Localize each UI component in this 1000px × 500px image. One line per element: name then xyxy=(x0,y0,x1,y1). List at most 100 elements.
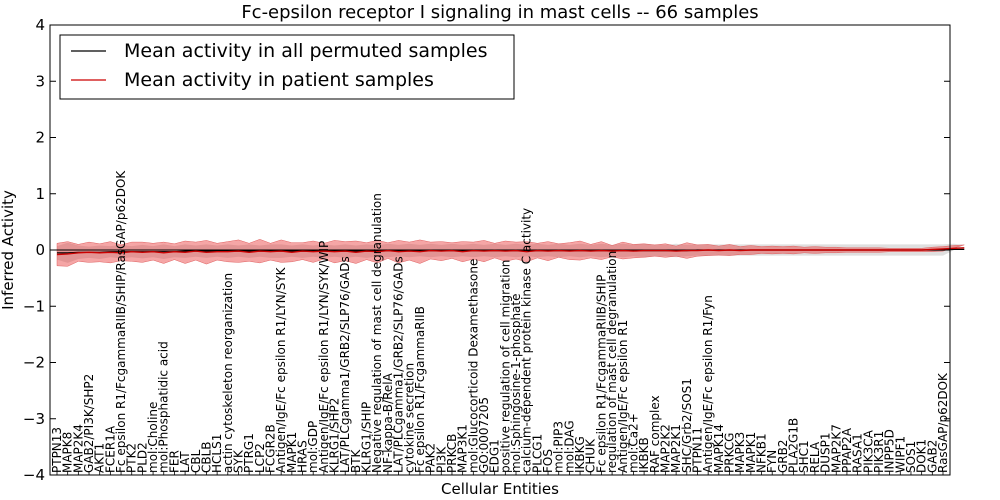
y-axis-label: Inferred Activity xyxy=(0,190,17,310)
legend-box xyxy=(59,34,515,100)
x-tick-label: WIPF1 xyxy=(893,436,907,473)
patient-mean-line xyxy=(56,247,965,256)
x-tick-label: mol:Phosphatidic acid xyxy=(157,341,171,473)
x-tick-label: PRKCB xyxy=(445,434,459,473)
series-lines xyxy=(56,247,965,256)
x-tick-label: positive regulation of cell migration xyxy=(498,260,512,473)
x-tick-label: HRAS xyxy=(296,440,310,473)
x-tick-label: mol:PIP3 xyxy=(552,421,566,473)
x-tick-label: GAB2 xyxy=(925,440,939,473)
x-tick-label: PI3K xyxy=(434,446,448,473)
x-tick-label: PTK2 xyxy=(125,443,139,473)
y-tick-label: 2 xyxy=(35,129,45,147)
x-tick-label: CBL xyxy=(189,449,203,473)
x-tick-label: Fc epsilon R1/FcgammaRIIB/SHIP xyxy=(594,275,608,473)
x-tick-label: MAPK8 xyxy=(61,432,75,473)
x-axis-label: Cellular Entities xyxy=(441,480,559,498)
x-tick-label: PIK3R1 xyxy=(872,431,886,473)
x-tick-label: actin cytoskeleton reorganization xyxy=(221,273,235,473)
permuted-confidence-band xyxy=(57,242,965,263)
x-tick-label: mol:GDP xyxy=(306,421,320,473)
x-tick-label: RASA1 xyxy=(851,433,865,473)
x-tick-label: mol:Sphingosine-1-phosphate xyxy=(509,294,523,474)
x-tick-label: PTPN13 xyxy=(50,427,64,473)
x-tick-label: CHUK xyxy=(584,438,598,473)
x-tick-label: SYK xyxy=(232,449,246,473)
x-tick-label: GAB2/PI3K/SHP2 xyxy=(82,374,96,473)
x-tick-label: LAT/PLCgamma1/GRB2/SLP76/GADs xyxy=(392,256,406,473)
x-tick-label: LCP2 xyxy=(253,443,267,473)
x-tick-label: FCER1A xyxy=(103,425,117,473)
x-tick-label: NF-kappa-B/RelA xyxy=(381,372,395,473)
y-tick-label: −1 xyxy=(23,297,45,315)
x-tick-label: MAPK1 xyxy=(744,432,758,473)
x-tick-label: RELA xyxy=(808,441,822,473)
x-tick-label: MAP2K2 xyxy=(659,424,673,473)
x-tick-label: LAT xyxy=(178,451,192,473)
x-tick-label: SHC/Grb2/SOS1 xyxy=(680,378,694,473)
y-tick-label: −2 xyxy=(23,354,45,372)
x-tick-label: PLCG1 xyxy=(530,434,544,473)
x-tick-label: KLRG1/SHIP xyxy=(360,402,374,473)
x-tick-label: NFKB1 xyxy=(755,433,769,473)
x-tick-label: PTPN11 xyxy=(691,427,705,473)
x-tick-label: FER xyxy=(167,450,181,473)
x-tick-label: Antigen/IgE/Fc epsilon R1/Fyn xyxy=(701,295,715,473)
x-tick-label: FOS xyxy=(541,449,555,473)
legend-label-patient: Mean activity in patient samples xyxy=(124,69,434,91)
y-tick-label: 3 xyxy=(35,72,45,90)
x-tick-label: GRB2 xyxy=(776,439,790,473)
legend-label-permuted: Mean activity in all permuted samples xyxy=(124,40,487,62)
x-tick-label: IKBKB xyxy=(637,437,651,473)
x-tick-label: MAPK14 xyxy=(712,424,726,473)
x-tick-label: PAK2 xyxy=(424,443,438,473)
x-tick-label: mol:Glucocorticoid Dexamethasone xyxy=(466,259,480,473)
x-tick-label: MAP2K4 xyxy=(71,424,85,473)
x-tick-label: mol:Choline xyxy=(146,402,160,473)
x-tick-label: KLRG1/SHP2 xyxy=(328,398,342,473)
x-tick-label: CBLB xyxy=(199,441,213,473)
y-axis: 4 3 2 1 0 −1 −2 −3 −4 xyxy=(23,16,950,484)
y-tick-label: 0 xyxy=(35,241,45,259)
x-tick-label: PPAP2A xyxy=(840,427,854,473)
x-tick-label: PLA2G1B xyxy=(787,418,801,473)
x-tick-label: AKT1 xyxy=(93,443,107,473)
x-tick-label: cytokine secretion xyxy=(402,363,416,473)
x-tick-label: PTRG1 xyxy=(242,433,256,473)
legend: Mean activity in all permuted samples Me… xyxy=(59,34,515,100)
x-tick-label: EDG1 xyxy=(488,439,502,473)
x-tick-label: RAF complex xyxy=(648,395,662,473)
x-tick-label: Antigen/IgE/Fc epsilon R1/LYN/SYK xyxy=(274,266,288,473)
x-tick-label: Fc epsilon R1/FcgammaRIIB xyxy=(413,306,427,473)
chart-title: Fc-epsilon receptor I signaling in mast … xyxy=(241,2,758,23)
y-tick-label: −3 xyxy=(23,410,45,428)
x-tick-label: PIK3CA xyxy=(861,429,875,473)
y-tick-label: 1 xyxy=(35,185,45,203)
x-tick-label: PRKCG xyxy=(723,433,737,473)
x-axis: PTPN13MAPK8MAP2K4GAB2/PI3K/SHP2AKT1FCER1… xyxy=(50,170,950,475)
permuted-band-layer xyxy=(57,242,965,263)
x-tick-label: IKBKG xyxy=(573,436,587,473)
x-tick-label: FCGR2B xyxy=(264,424,278,473)
x-tick-label: FYN xyxy=(765,450,779,473)
patient-confidence-band xyxy=(56,239,965,267)
y-tick-label: 4 xyxy=(35,16,45,34)
y-tick-label: −4 xyxy=(23,466,45,484)
x-tick-label: RasGAP/p62DOK xyxy=(936,372,950,473)
x-tick-label: Negative regulation of mast cell degranu… xyxy=(370,193,384,473)
x-tick-label: Fc epsilon R1/FcgammaRIIB/SHIP/RasGAP/p6… xyxy=(114,170,128,473)
x-tick-label: mol:DAG xyxy=(562,420,576,473)
x-tick-label: MAPK1 xyxy=(285,432,299,473)
x-tick-label: LAT/PLCgamma1/GRB2/SLP76/GADs xyxy=(338,256,352,473)
x-tick-label: BTK xyxy=(349,448,363,473)
patient-band-layer xyxy=(56,239,965,267)
x-tick-label: mol:Ca2+ xyxy=(626,413,640,473)
x-tick-label: GO:0007205 xyxy=(477,397,491,473)
x-tick-label: DOK1 xyxy=(915,439,929,473)
x-tick-label: SHC1 xyxy=(797,440,811,473)
x-tick-label: DUSP1 xyxy=(819,432,833,473)
x-tick-label: HCLS1 xyxy=(210,434,224,473)
x-tick-label: PLD2 xyxy=(135,442,149,473)
x-tick-label: Antigen/IgE/Fc epsilon R1/LYN/SYK/WIP xyxy=(317,241,331,473)
